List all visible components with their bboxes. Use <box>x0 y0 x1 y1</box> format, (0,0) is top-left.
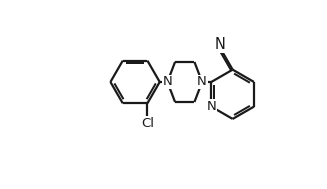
Text: N: N <box>214 37 225 52</box>
Text: N: N <box>163 75 172 88</box>
Text: Cl: Cl <box>141 117 154 130</box>
Text: N: N <box>206 100 216 113</box>
Text: N: N <box>197 75 207 88</box>
